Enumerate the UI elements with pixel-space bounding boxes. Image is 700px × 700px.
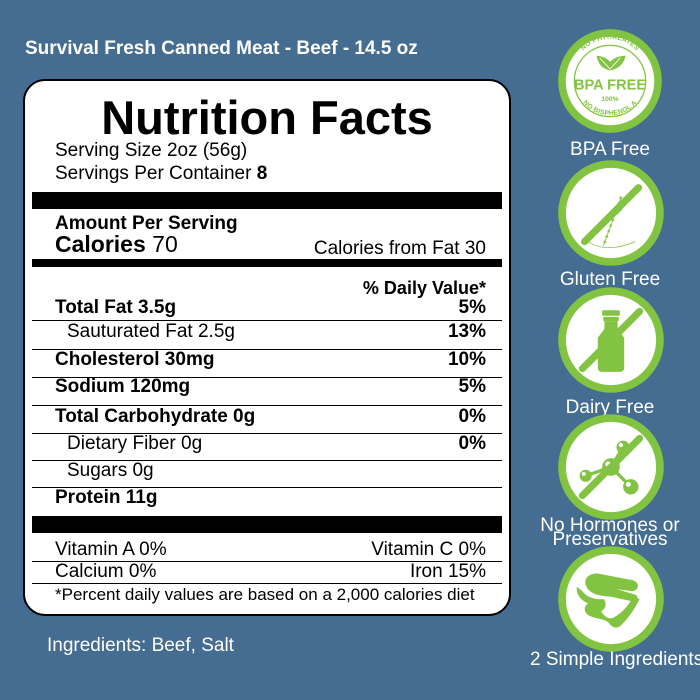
svg-text:BPA FREE: BPA FREE bbox=[574, 78, 646, 94]
svg-text:100%: 100% bbox=[601, 96, 618, 103]
